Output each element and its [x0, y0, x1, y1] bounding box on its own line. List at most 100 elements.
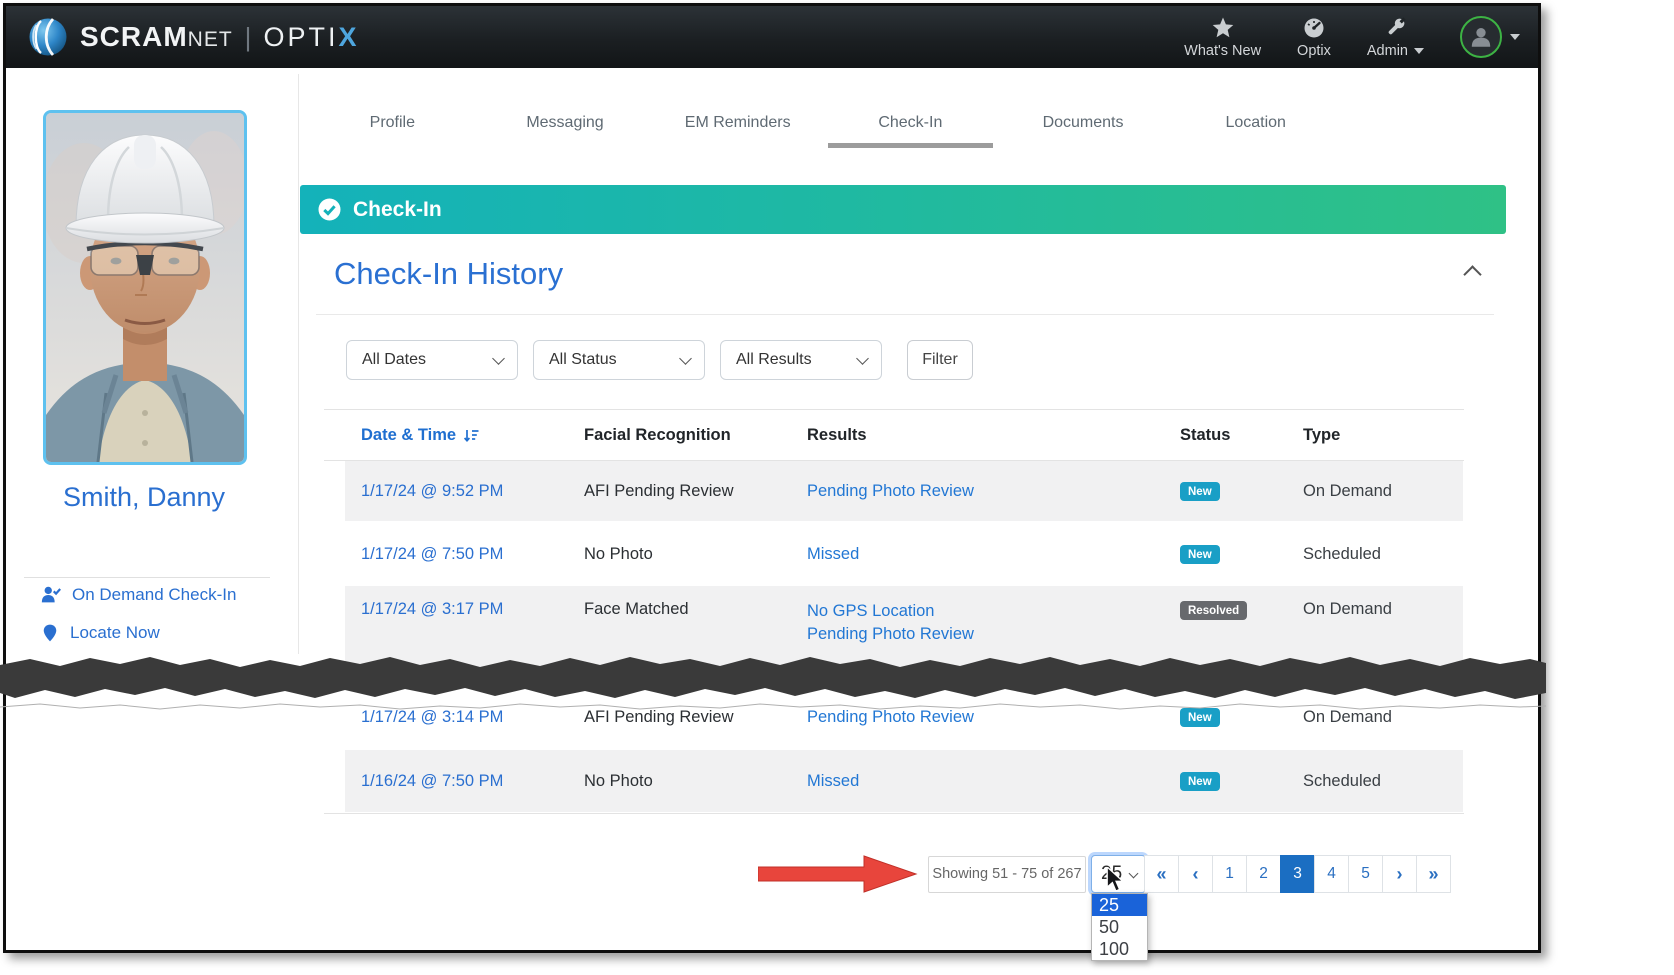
avatar-caret-icon: [1510, 34, 1520, 40]
tab-check-in[interactable]: Check-In: [824, 104, 997, 148]
on-demand-checkin-link[interactable]: On Demand Check-In: [40, 584, 236, 606]
page-size-option[interactable]: 50: [1099, 917, 1120, 937]
row-facial: AFI Pending Review: [584, 707, 734, 726]
table-row: 1/17/24 @ 7:50 PM No Photo Missed New Sc…: [345, 522, 1463, 586]
page-size-option[interactable]: 25: [1092, 894, 1147, 916]
mouse-cursor: [1106, 867, 1125, 892]
page-button-1[interactable]: 1: [1212, 855, 1247, 893]
table-row: 1/17/24 @ 9:52 PM AFI Pending Review Pen…: [345, 461, 1463, 521]
page-button-4[interactable]: 4: [1314, 855, 1349, 893]
row-result-link[interactable]: No GPS Location: [807, 602, 935, 620]
nav-whats-new[interactable]: What's New: [1184, 16, 1261, 59]
nav-admin-text: Admin: [1366, 42, 1408, 59]
filter-button[interactable]: Filter: [907, 340, 973, 380]
person-icon: [1471, 28, 1491, 47]
screenshot-frame: SCRAM NET | OPTI X What's New: [3, 3, 1541, 961]
client-photo: [43, 110, 247, 465]
status-filter-value: All Status: [549, 351, 617, 368]
sort-icon: [464, 429, 479, 442]
row-result-link[interactable]: Missed: [807, 544, 860, 563]
tab-location[interactable]: Location: [1225, 114, 1286, 131]
brand-x: X: [338, 22, 358, 52]
nav-admin-label: Admin: [1367, 43, 1424, 59]
tab-documents[interactable]: Documents: [1042, 114, 1124, 131]
dates-filter-select[interactable]: All Dates: [346, 340, 518, 380]
sidebar-content-divider: [298, 74, 299, 654]
column-facial-recognition: Facial Recognition: [584, 425, 731, 444]
wrench-icon: [1389, 16, 1407, 34]
user-check-icon: [41, 586, 61, 603]
column-status: Status: [1180, 425, 1231, 444]
banner-title: Check-In: [353, 197, 442, 221]
table-top-border: [324, 409, 1464, 410]
page-button-5[interactable]: 5: [1348, 855, 1383, 893]
admin-caret-icon: [1414, 47, 1424, 54]
collapse-chevron-icon[interactable]: [1463, 265, 1482, 284]
row-type: On Demand: [1303, 481, 1392, 500]
row-datetime-link[interactable]: 1/17/24 @ 3:17 PM: [361, 600, 504, 618]
nav-whats-new-label: What's New: [1184, 42, 1262, 59]
brand-logo[interactable]: SCRAM NET | OPTI X: [28, 17, 357, 57]
brand-net: NET: [187, 28, 233, 51]
table-bottom-border: [324, 813, 1464, 814]
map-pin-icon: [43, 624, 57, 642]
row-facial: Face Matched: [584, 600, 689, 618]
row-type: On Demand: [1303, 707, 1392, 726]
results-filter-select[interactable]: All Results: [720, 340, 882, 380]
check-circle-icon: [318, 198, 341, 221]
column-type: Type: [1303, 425, 1341, 444]
client-name: Smith, Danny: [62, 482, 226, 512]
avatar[interactable]: [1460, 16, 1502, 58]
gauge-icon: [1304, 18, 1324, 37]
profile-tabs: Profile Messaging EM Reminders Check-In …: [306, 104, 1342, 148]
page-size-menu: 25 50 100: [1091, 893, 1148, 961]
locate-now-link[interactable]: Locate Now: [40, 622, 160, 644]
row-result-link[interactable]: Pending Photo Review: [807, 625, 974, 643]
chevron-down-icon: [856, 352, 869, 365]
row-type: Scheduled: [1303, 771, 1381, 790]
nav-admin[interactable]: Admin: [1367, 16, 1424, 59]
row-result-link[interactable]: Pending Photo Review: [807, 707, 974, 726]
next-page-button[interactable]: ›: [1382, 855, 1417, 893]
column-date-time-label: Date & Time: [361, 425, 457, 444]
status-badge: New: [1180, 772, 1220, 791]
brand-scram: SCRAM: [80, 21, 188, 52]
nav-optix[interactable]: Optix: [1297, 16, 1331, 59]
chevron-down-icon: [679, 352, 692, 365]
dates-filter-value: All Dates: [362, 351, 427, 368]
status-filter-select[interactable]: All Status: [533, 340, 705, 380]
row-facial: No Photo: [584, 771, 653, 790]
table-header-border: [324, 460, 1464, 461]
tab-profile[interactable]: Profile: [369, 114, 416, 131]
results-filter-value: All Results: [736, 351, 812, 368]
row-facial: AFI Pending Review: [584, 481, 734, 500]
row-datetime-link[interactable]: 1/17/24 @ 9:52 PM: [361, 481, 504, 500]
status-badge: New: [1180, 708, 1220, 727]
annotation-arrow: [758, 855, 918, 893]
tab-messaging[interactable]: Messaging: [526, 114, 604, 131]
row-datetime-link[interactable]: 1/17/24 @ 3:14 PM: [361, 707, 504, 726]
first-page-button[interactable]: «: [1144, 855, 1179, 893]
header-nav: What's New Optix: [1184, 6, 1520, 68]
table-header-row: Date & Time Facial Recognition Results S…: [345, 410, 1463, 460]
row-facial: No Photo: [584, 544, 653, 563]
column-date-time[interactable]: Date & Time: [345, 426, 568, 445]
last-page-button[interactable]: »: [1416, 855, 1451, 893]
user-menu[interactable]: [1460, 16, 1520, 58]
page-button-2[interactable]: 2: [1246, 855, 1281, 893]
row-type: Scheduled: [1303, 544, 1381, 563]
page-size-option[interactable]: 100: [1099, 939, 1130, 959]
table-row: 1/17/24 @ 3:17 PM Face Matched No GPS Lo…: [345, 586, 1463, 668]
pagination: « ‹ 1 2 3 4 5 › »: [1144, 855, 1451, 893]
row-datetime-link[interactable]: 1/17/24 @ 7:50 PM: [361, 544, 504, 563]
row-datetime-link[interactable]: 1/16/24 @ 7:50 PM: [361, 771, 504, 790]
status-badge: Resolved: [1180, 601, 1248, 620]
tab-em-reminders[interactable]: EM Reminders: [684, 114, 791, 131]
showing-count: Showing 51 - 75 of 267: [928, 856, 1086, 893]
page-button-3[interactable]: 3: [1280, 855, 1315, 893]
prev-page-button[interactable]: ‹: [1178, 855, 1213, 893]
brand-separator: |: [244, 22, 252, 52]
sidebar-divider: [24, 577, 270, 578]
row-result-link[interactable]: Pending Photo Review: [807, 481, 974, 500]
row-result-link[interactable]: Missed: [807, 771, 860, 790]
